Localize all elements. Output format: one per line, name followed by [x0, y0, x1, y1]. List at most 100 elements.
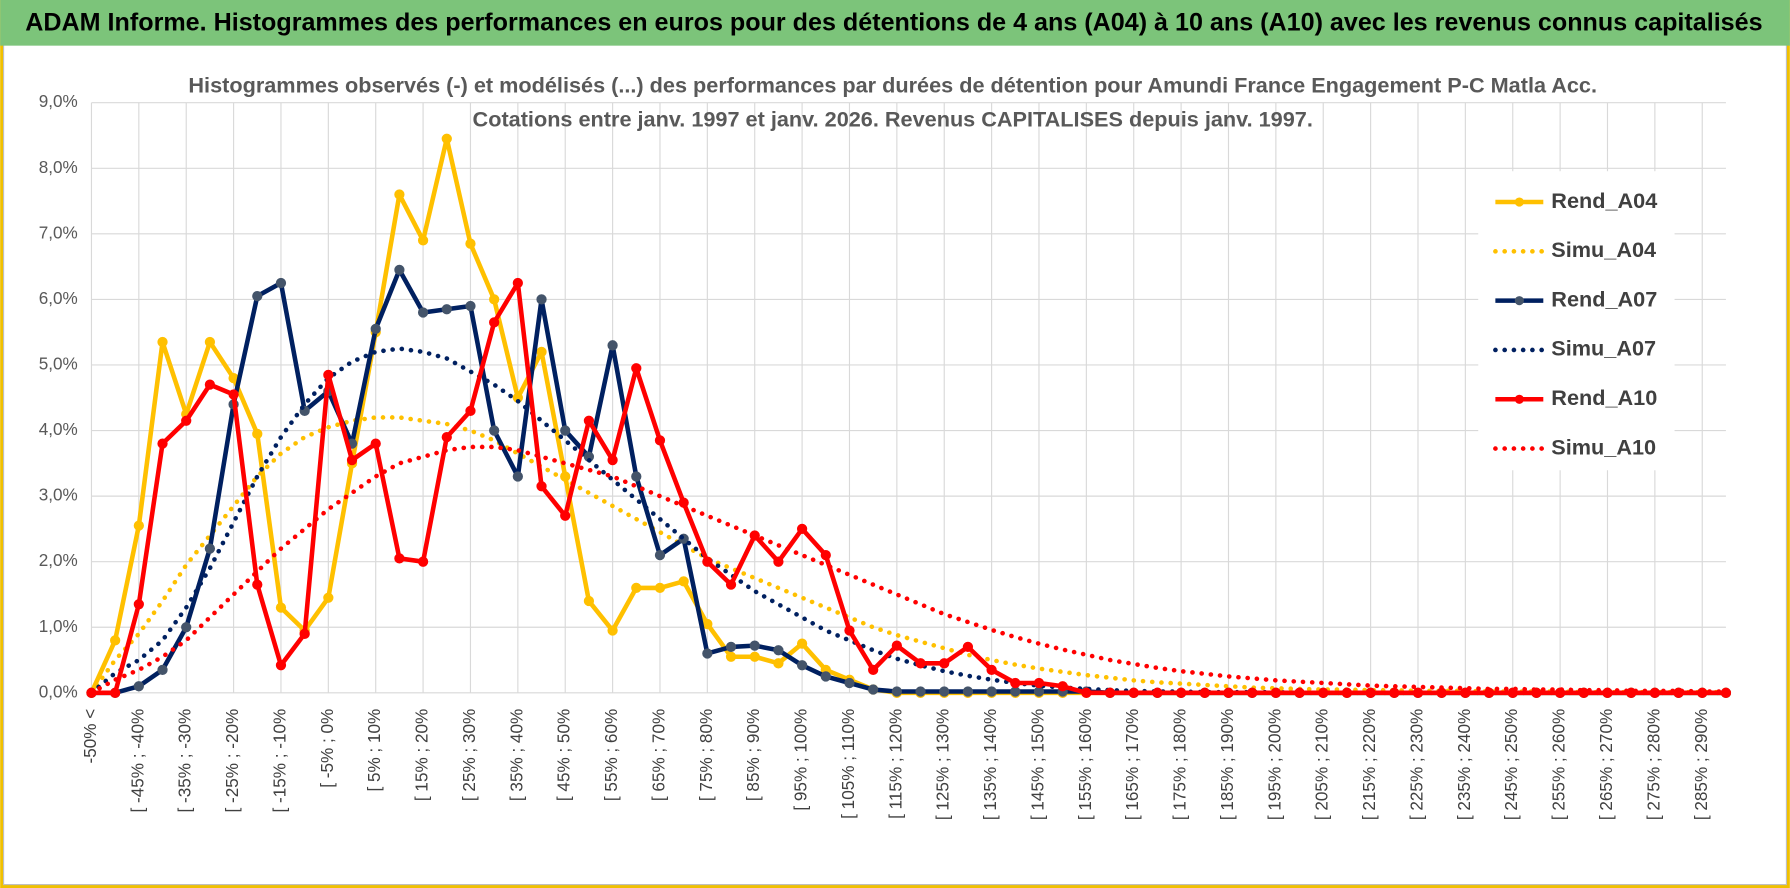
- x-tick-label: [ 85% ; 90%: [744, 709, 763, 801]
- data-point: [252, 291, 263, 302]
- x-tick-label: [ 115% ; 120%: [886, 709, 905, 819]
- header-title: ADAM Informe. Histogrammes des performan…: [25, 9, 1762, 37]
- data-point: [773, 658, 784, 669]
- data-point: [844, 677, 855, 689]
- x-tick-label: [ -35% ; -30%: [176, 709, 195, 813]
- data-point: [891, 686, 902, 697]
- x-tick-label: [ 105% ; 110%: [839, 709, 858, 819]
- x-tick-label: [ 205% ; 210%: [1313, 709, 1332, 820]
- y-tick-label: 9,0%: [39, 92, 78, 111]
- data-point: [204, 336, 216, 348]
- data-point: [725, 651, 737, 662]
- data-point: [133, 681, 144, 692]
- data-point: [654, 582, 666, 594]
- data-point: [1389, 687, 1400, 698]
- data-point: [133, 520, 144, 531]
- data-point: [1010, 677, 1021, 689]
- data-point: [891, 640, 902, 651]
- x-tick-label: [ -45% ; -40%: [128, 709, 147, 813]
- data-point: [583, 595, 595, 607]
- data-point: [820, 671, 831, 682]
- data-point: [465, 300, 476, 312]
- x-tick-label: [ 5% ; 10%: [365, 709, 384, 792]
- legend: Rend_A04 Simu_A04 Rend_A07 Simu_A07 Rend_A10…: [1493, 188, 1657, 459]
- chart-title: Histogrammes observés (-) et modélisés (…: [188, 72, 1597, 97]
- data-point: [939, 686, 950, 697]
- data-point: [157, 438, 168, 449]
- x-tick-label: [ 65% ; 70%: [649, 709, 668, 801]
- x-tick-label: [ 255% ; 260%: [1550, 709, 1569, 820]
- data-point: [1318, 687, 1329, 698]
- data-point: [607, 625, 618, 636]
- y-tick-label: 1,0%: [39, 617, 78, 636]
- y-tick-label: 2,0%: [39, 551, 78, 570]
- x-tick-label: [ 25% ; 30%: [460, 709, 479, 801]
- data-point: [417, 307, 429, 318]
- data-point: [915, 686, 926, 697]
- data-point: [394, 189, 405, 200]
- x-tick-label: [ 225% ; 230%: [1408, 709, 1427, 820]
- data-point: [441, 431, 452, 443]
- data-point: [1081, 687, 1092, 698]
- data-point: [1033, 677, 1045, 689]
- data-point: [773, 645, 784, 656]
- data-point: [962, 686, 974, 697]
- data-point: [1223, 687, 1234, 698]
- data-point: [560, 510, 571, 521]
- data-point: [796, 523, 808, 535]
- legend-label: Simu_A10: [1551, 434, 1656, 459]
- legend-marker: [1514, 296, 1524, 306]
- data-point: [1010, 686, 1021, 697]
- legend-box: [1478, 171, 1675, 471]
- data-point: [252, 428, 263, 439]
- data-point: [204, 379, 216, 390]
- data-point: [512, 277, 523, 289]
- data-point: [181, 622, 192, 633]
- data-point: [133, 599, 144, 610]
- legend-marker: [1514, 197, 1524, 207]
- x-tick-label: [ 125% ; 130%: [934, 709, 953, 820]
- x-tick-label: [ 275% ; 280%: [1644, 709, 1663, 820]
- data-point: [1412, 687, 1424, 698]
- data-point: [299, 628, 310, 639]
- data-point: [915, 658, 926, 669]
- x-tick-label: [ 285% ; 290%: [1692, 709, 1711, 820]
- legend-label: Simu_A04: [1551, 237, 1656, 262]
- x-tick-label: [ 245% ; 250%: [1502, 709, 1521, 820]
- legend-marker: [1514, 394, 1524, 404]
- x-tick-label: [ 175% ; 180%: [1171, 709, 1190, 820]
- x-tick-label: [ 35% ; 40%: [507, 709, 526, 801]
- data-point: [1247, 687, 1258, 698]
- x-tick-label: [ 145% ; 150%: [1028, 709, 1047, 820]
- data-point: [1104, 687, 1116, 698]
- data-point: [489, 317, 500, 328]
- data-point: [536, 294, 547, 305]
- data-point: [370, 323, 381, 335]
- x-tick-label: [ 95% ; 100%: [792, 709, 811, 811]
- data-point: [749, 651, 760, 662]
- data-point: [1033, 686, 1045, 697]
- data-point: [868, 664, 879, 676]
- data-point: [678, 576, 689, 587]
- data-point: [275, 277, 287, 289]
- x-tick-label: [ 155% ; 160%: [1076, 709, 1095, 820]
- data-point: [868, 684, 879, 695]
- data-point: [536, 481, 547, 492]
- data-point: [228, 389, 239, 400]
- data-point: [465, 238, 476, 249]
- data-point: [560, 425, 571, 436]
- data-point: [1199, 687, 1210, 698]
- data-point: [1270, 687, 1281, 698]
- legend-label: Rend_A04: [1551, 188, 1657, 213]
- data-point: [631, 471, 642, 482]
- legend-label: Rend_A07: [1551, 286, 1657, 311]
- y-tick-label: 0,0%: [39, 682, 78, 701]
- header-bar: [0, 0, 1790, 46]
- x-tick-label: [ 75% ; 80%: [697, 709, 716, 801]
- data-point: [441, 304, 452, 315]
- data-point: [323, 369, 334, 380]
- data-point: [1365, 687, 1376, 698]
- legend-label: Simu_A07: [1551, 336, 1656, 361]
- data-point: [417, 235, 429, 246]
